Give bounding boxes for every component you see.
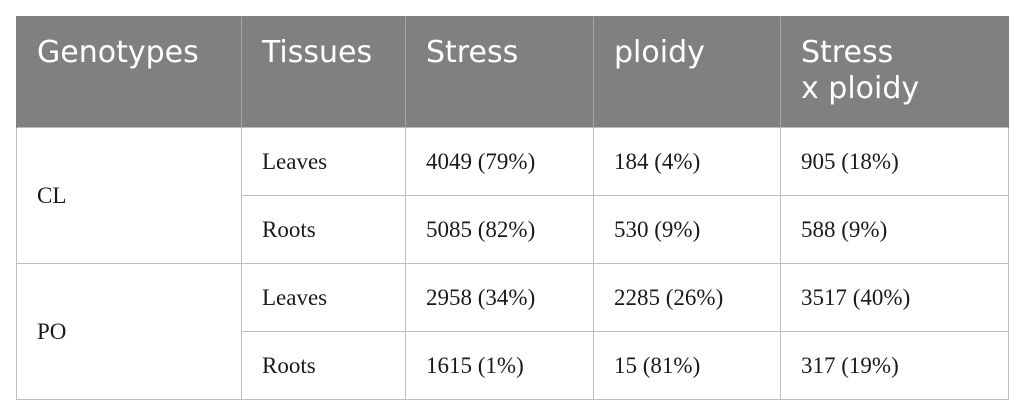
results-table: Genotypes Tissues Stress ploidy Stress x… <box>16 16 1009 400</box>
interaction-cell: 3517 (40%) <box>780 263 1009 332</box>
ploidy-cell: 184 (4%) <box>593 127 781 196</box>
interaction-cell: 905 (18%) <box>780 127 1009 196</box>
stress-cell: 5085 (82%) <box>405 195 594 264</box>
table-row: CL Leaves 4049 (79%) 184 (4%) 905 (18%) <box>16 127 1009 264</box>
table-row: PO Leaves 2958 (34%) 2285 (26%) 3517 (40… <box>16 263 1009 400</box>
tissue-cell: Leaves <box>241 263 406 332</box>
header-stress: Stress <box>405 16 594 128</box>
ploidy-cell: 2285 (26%) <box>593 263 781 332</box>
header-stress-x-ploidy: Stress x ploidy <box>780 16 1009 128</box>
ploidy-cell: 15 (81%) <box>593 331 781 400</box>
interaction-cell: 588 (9%) <box>780 195 1009 264</box>
ploidy-cell: 530 (9%) <box>593 195 781 264</box>
stress-cell: 1615 (1%) <box>405 331 594 400</box>
results-table-container: Genotypes Tissues Stress ploidy Stress x… <box>16 16 1009 400</box>
stress-cell: 2958 (34%) <box>405 263 594 332</box>
header-ploidy: ploidy <box>593 16 781 128</box>
genotype-cell: PO <box>16 263 242 400</box>
genotype-cell: CL <box>16 127 242 264</box>
table-row: Roots 1615 (1%) 15 (81%) 317 (19%) <box>17 331 1009 400</box>
stress-cell: 4049 (79%) <box>405 127 594 196</box>
table-body: CL Leaves 4049 (79%) 184 (4%) 905 (18%) … <box>16 127 1009 400</box>
header-genotypes: Genotypes <box>16 16 242 128</box>
tissue-cell: Roots <box>241 331 406 400</box>
header-interaction-line2: x ploidy <box>801 71 920 106</box>
header-interaction-line1: Stress <box>801 35 894 70</box>
table-header: Genotypes Tissues Stress ploidy Stress x… <box>16 16 1009 128</box>
interaction-cell: 317 (19%) <box>780 331 1009 400</box>
tissue-cell: Leaves <box>241 127 406 196</box>
header-row: Genotypes Tissues Stress ploidy Stress x… <box>16 16 1009 128</box>
tissue-cell: Roots <box>241 195 406 264</box>
header-tissues: Tissues <box>241 16 406 128</box>
